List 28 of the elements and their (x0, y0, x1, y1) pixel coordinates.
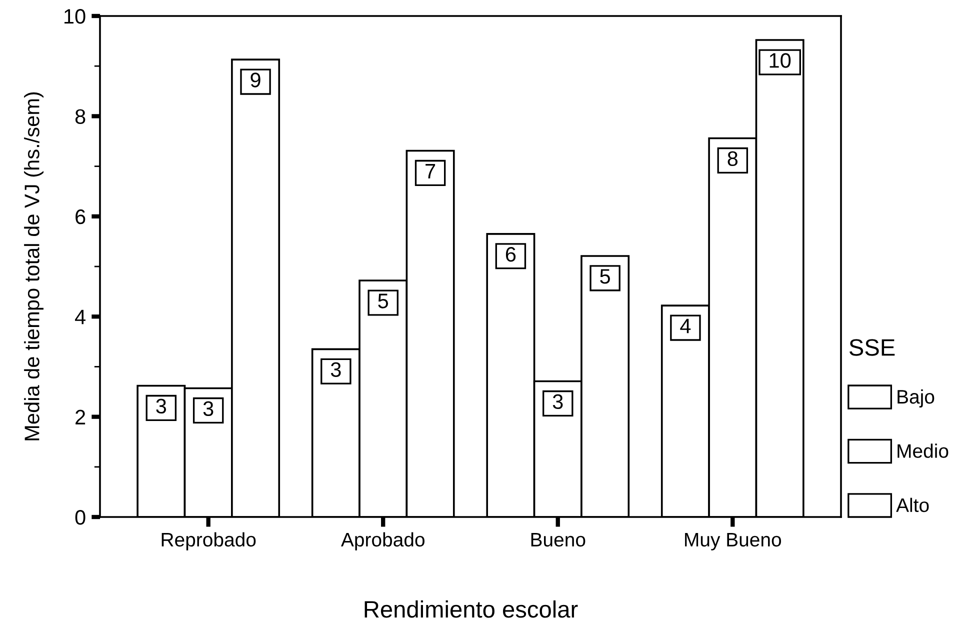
data-label: 4 (680, 318, 691, 334)
y-tick-label: 8 (75, 109, 86, 124)
x-tick-label: Reprobado (162, 532, 256, 550)
data-label: 7 (426, 164, 436, 178)
data-label: 3 (203, 401, 214, 416)
y-tick-label: 0 (75, 510, 86, 525)
legend-label: Medio (898, 444, 948, 458)
y-tick-label: 10 (64, 8, 86, 24)
y-tick-label: 4 (74, 310, 86, 324)
y-tick-label: 6 (76, 209, 86, 224)
data-label: 5 (378, 294, 388, 308)
legend-title: SSE (849, 339, 895, 356)
data-label: 3 (552, 394, 563, 410)
x-tick-label: Aprobado (340, 532, 424, 550)
data-label: 8 (728, 151, 738, 166)
x-axis-title: Rendimiento escolar (364, 600, 578, 618)
x-tick-label: Bueno (531, 533, 586, 547)
y-axis-title: Media de tiempo total de VJ (hs./sem) (24, 92, 44, 440)
legend-label: Alto (896, 498, 929, 512)
data-label: 9 (250, 72, 260, 88)
legend-label: Bajo (898, 389, 934, 408)
data-label: 3 (156, 398, 166, 414)
y-tick-label: 2 (76, 410, 86, 424)
data-label: 3 (330, 362, 341, 377)
data-label: 6 (506, 246, 516, 262)
data-label: 10 (770, 53, 791, 68)
data-label: 5 (600, 269, 610, 284)
x-tick-label: Muy Bueno (685, 533, 782, 550)
